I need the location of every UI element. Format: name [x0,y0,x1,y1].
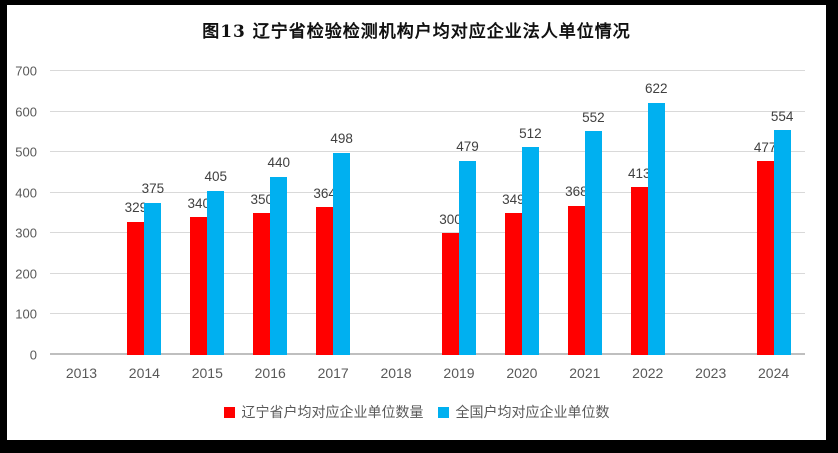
bar-group-2020: 349 512 [490,71,553,355]
bar-group-2021: 368 552 [553,71,616,355]
x-axis: 2013 2014 2015 2016 2017 2018 2019 2020 2021 2022… [50,365,805,383]
legend-swatch-national-icon [437,406,449,418]
gridline [50,313,805,315]
bar-value-label: 340 [187,195,211,211]
bar-group-2017: 364 498 [302,71,365,355]
legend-item-national: 全国户均对应企业单位数 [437,402,610,422]
chart-title: 图13 辽宁省检验检测机构户均对应企业法人单位情况 [202,22,631,42]
y-axis-tick: 500 [15,144,37,160]
bar-value-label: 552 [582,109,605,125]
x-axis-label: 2016 [254,365,286,381]
bar-value-label: 440 [267,155,290,170]
y-axis-tick: 0 [29,347,37,363]
bar-value-label: 329 [124,200,148,216]
bar-national: 552 [582,111,605,355]
bar-value-label: 413 [627,165,651,181]
bar-group-2013 [50,71,113,355]
bar-liaoning: 349 [502,193,525,355]
bar-value-label: 368 [565,184,588,200]
bar-national: 512 [519,127,542,355]
legend-label-liaoning: 辽宁省户均对应企业单位数量 [241,404,424,420]
bar-value-label: 300 [439,211,462,227]
bar-liaoning: 350 [250,192,273,355]
gridline [50,151,805,153]
bar-liaoning: 300 [439,213,462,355]
bar-value-label: 498 [330,131,353,147]
legend: 辽宁省户均对应企业单位数量 全国户均对应企业单位数 [7,402,826,422]
bar-group-2018 [365,71,428,355]
bar-group-2023 [679,71,742,355]
gridline [50,110,805,112]
bar-value-label: 622 [644,81,668,97]
bar-value-label: 479 [456,139,479,155]
bar-group-2016: 350 440 [239,71,302,355]
bar-value-label: 364 [313,185,336,201]
y-axis-tick: 600 [15,104,37,120]
bar-value-label: 349 [502,191,525,207]
bar-group-2022: 413 622 [616,71,679,355]
bar-national: 405 [205,170,227,355]
x-axis-label: 2023 [695,365,727,381]
bar-groups: 329 375 340 405 350 440 364 498 300 479 349 512 368 5… [50,71,805,355]
y-axis-tick: 100 [15,306,37,322]
x-axis-label: 2024 [758,365,790,381]
bar-value-label: 375 [141,181,165,197]
y-axis-tick: 700 [15,63,37,79]
gridline [50,272,805,274]
bar-value-label: 405 [204,169,228,185]
bar-national: 498 [330,132,353,355]
x-axis-label: 2015 [191,365,223,381]
y-axis-tick: 300 [15,225,37,241]
bar-value-label: 554 [770,108,794,124]
bar-liaoning: 329 [125,201,147,355]
x-axis-label: 2022 [632,365,664,381]
y-axis-tick: 200 [15,266,37,282]
x-axis-label: 2021 [569,365,601,381]
x-axis-line [50,353,805,355]
gridline [50,70,805,71]
legend-swatch-liaoning-icon [223,406,235,418]
bar-national: 375 [142,182,164,355]
bar-value-label: 350 [250,191,273,207]
bar-group-2015: 340 405 [176,71,239,355]
bar-group-2024: 477 554 [742,71,805,355]
x-axis-label: 2013 [65,365,98,381]
legend-item-liaoning: 辽宁省户均对应企业单位数量 [223,402,424,422]
bar-national: 440 [267,156,290,355]
bar-group-2014: 329 375 [113,71,176,355]
bar-liaoning: 340 [188,197,210,355]
x-axis-label: 2018 [380,365,412,381]
x-axis-label: 2019 [443,365,475,381]
bar-liaoning: 364 [313,187,336,355]
legend-label-national: 全国户均对应企业单位数 [455,404,610,420]
y-axis-tick: 400 [15,185,37,201]
x-axis-label: 2014 [128,365,160,381]
gridline [50,191,805,193]
gridline [50,232,805,234]
plot-area: 329 375 340 405 350 440 364 498 300 479 349 512 368 5… [50,70,805,355]
bar-liaoning: 413 [628,167,651,355]
bar-value-label: 477 [753,139,777,155]
bar-national: 554 [771,110,793,355]
bar-group-2019: 300 479 [428,71,491,355]
y-axis: 0 100 200 300 400 500 600 700 [7,65,43,362]
x-axis-label: 2017 [317,365,349,381]
bar-liaoning: 368 [565,185,588,355]
bar-value-label: 512 [519,125,542,141]
chart-canvas: 图13 辽宁省检验检测机构户均对应企业法人单位情况 0 100 200 300 400 5… [7,5,826,440]
bar-national: 479 [456,140,479,355]
x-axis-label: 2020 [506,365,538,381]
bar-liaoning: 477 [754,141,776,355]
bar-national: 622 [645,82,668,355]
